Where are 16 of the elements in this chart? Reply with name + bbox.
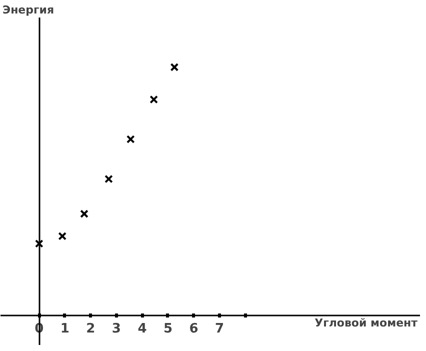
- x-tick-label: 2: [86, 322, 96, 337]
- point: [80, 210, 88, 218]
- x-tick-label: 4: [138, 322, 147, 337]
- point: [58, 232, 67, 240]
- x-axis-title: Угловой момент: [314, 316, 418, 330]
- point: [126, 135, 135, 144]
- point: [34, 239, 44, 248]
- x-tick-label: 3: [112, 322, 121, 337]
- x-tick-label: 5: [163, 322, 173, 337]
- x-tick-label: 6: [189, 322, 198, 337]
- point: [150, 95, 158, 104]
- x-tick-label: 7: [214, 322, 224, 337]
- y-axis-title: Энергия: [2, 4, 54, 16]
- point: [104, 174, 113, 184]
- point: [170, 63, 179, 72]
- x-tick-label: 1: [60, 322, 70, 337]
